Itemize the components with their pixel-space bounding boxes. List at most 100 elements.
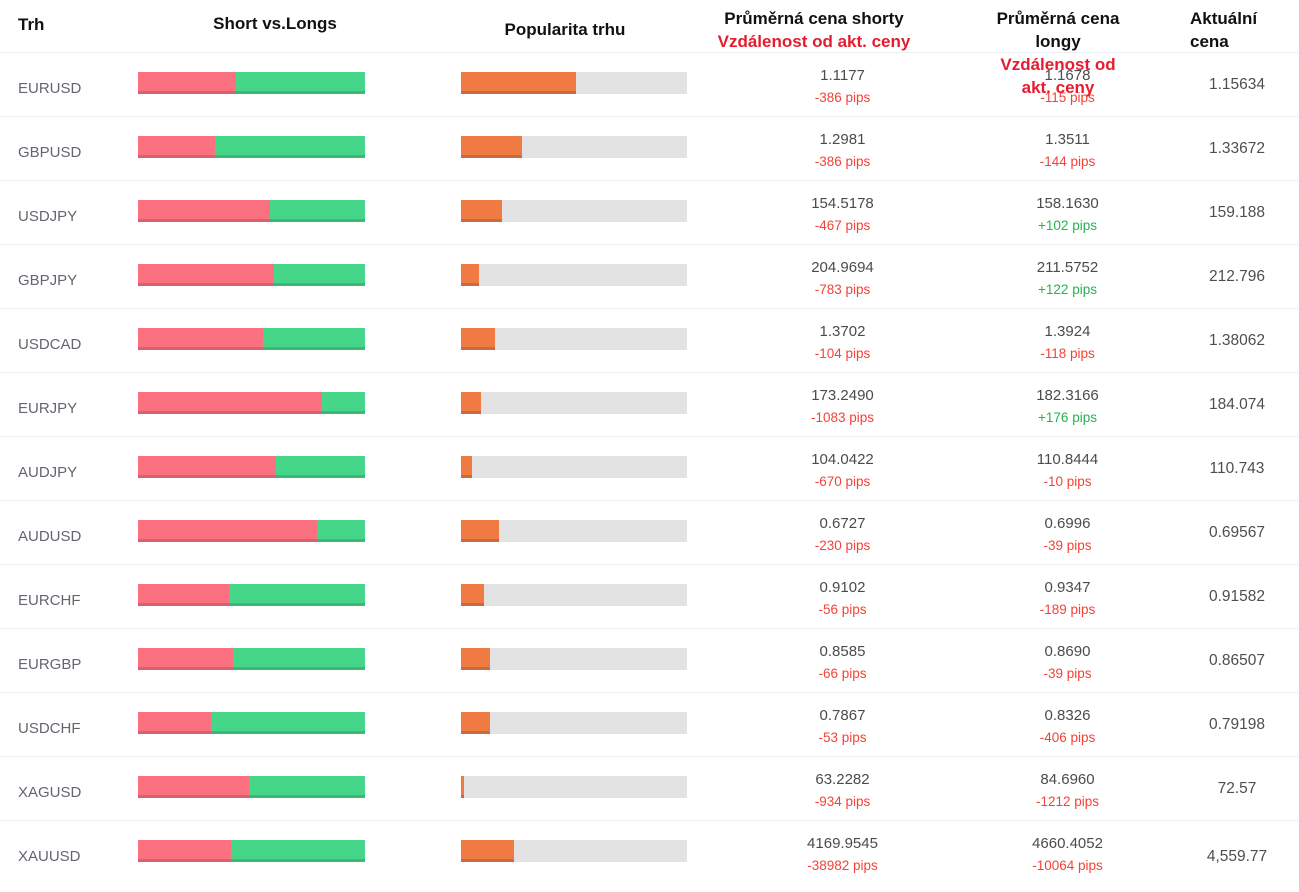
table-row: USDCHF 0.7867 -53 pips 0.8326 -406 pips … [0, 693, 1299, 757]
popularity-fill [461, 200, 502, 222]
short-vs-long-bar [138, 328, 365, 350]
popularity-fill [461, 648, 491, 670]
popularity-bar [461, 392, 687, 414]
market-label: EURGBP [18, 656, 82, 673]
column-header-popularity-label: Popularita trhu [504, 20, 626, 39]
popularity-fill [461, 456, 473, 478]
market-label: XAUUSD [18, 848, 81, 865]
current-price: 0.91582 [1208, 587, 1266, 605]
avg-short-price: 63.2282 [815, 771, 870, 788]
avg-short-price: 0.6727 [819, 515, 866, 532]
avg-long-distance: -115 pips [1040, 90, 1095, 105]
short-segment [138, 584, 229, 606]
avg-short-price: 0.9102 [819, 579, 866, 596]
avg-long-price: 84.6960 [1040, 771, 1095, 788]
short-vs-long-bar [138, 520, 365, 542]
avg-long-distance: -189 pips [1039, 602, 1096, 617]
short-segment [138, 840, 232, 862]
popularity-fill [461, 584, 484, 606]
table-row: GBPUSD 1.2981 -386 pips 1.3511 -144 pips… [0, 117, 1299, 181]
avg-long-distance: +122 pips [1038, 282, 1097, 297]
table-row: USDCAD 1.3702 -104 pips 1.3924 -118 pips… [0, 309, 1299, 373]
current-price: 1.33672 [1208, 139, 1266, 157]
avg-long-distance: -10064 pips [1032, 858, 1103, 873]
column-header-avg-long-distance-label: Vzdálenost od akt. ceny [1000, 55, 1116, 97]
popularity-fill [461, 136, 523, 158]
table-row: GBPJPY 204.9694 -783 pips 211.5752 +122 … [0, 245, 1299, 309]
current-price: 212.796 [1208, 267, 1266, 285]
avg-long-price: 211.5752 [1036, 259, 1099, 276]
avg-short-distance: -783 pips [814, 282, 871, 297]
avg-short-distance: -56 pips [818, 602, 867, 617]
current-price: 0.86507 [1208, 651, 1266, 669]
popularity-bar [461, 712, 687, 734]
popularity-bar [461, 520, 687, 542]
current-price: 110.743 [1209, 459, 1265, 477]
table-row: XAGUSD 63.2282 -934 pips 84.6960 -1212 p… [0, 757, 1299, 821]
long-segment [317, 520, 365, 542]
long-segment [262, 328, 365, 350]
table-body: EURUSD 1.1177 -386 pips 1.1678 -115 pips… [0, 53, 1299, 892]
table-row: EURUSD 1.1177 -386 pips 1.1678 -115 pips… [0, 53, 1299, 117]
column-header-short-vs-longs-label: Short vs.Longs [213, 14, 337, 33]
popularity-bar [461, 456, 687, 478]
current-price: 0.79198 [1208, 715, 1266, 733]
popularity-fill [461, 328, 495, 350]
avg-long-price: 0.6996 [1044, 515, 1091, 532]
short-segment [138, 136, 216, 158]
market-label: USDCAD [18, 336, 82, 353]
avg-long-distance: -118 pips [1040, 346, 1095, 361]
popularity-bar [461, 776, 687, 798]
popularity-bar [461, 328, 687, 350]
market-label: GBPJPY [18, 272, 78, 289]
column-header-short-vs-longs: Short vs.Longs [120, 0, 430, 99]
current-price: 72.57 [1217, 779, 1257, 797]
short-vs-long-bar [138, 136, 365, 158]
long-segment [228, 584, 365, 606]
popularity-fill [461, 520, 500, 542]
short-vs-long-bar [138, 584, 365, 606]
long-segment [231, 840, 365, 862]
popularity-bar [461, 840, 687, 862]
table-row: AUDJPY 104.0422 -670 pips 110.8444 -10 p… [0, 437, 1299, 501]
table-row: EURCHF 0.9102 -56 pips 0.9347 -189 pips … [0, 565, 1299, 629]
column-header-avg-long-price-label: Průměrná cena longy [996, 9, 1120, 51]
avg-short-distance: -38982 pips [807, 858, 878, 873]
avg-long-price: 0.8326 [1044, 707, 1091, 724]
current-price: 1.38062 [1208, 331, 1266, 349]
long-segment [235, 72, 365, 94]
market-label: EURUSD [18, 80, 82, 97]
avg-long-price: 0.9347 [1044, 579, 1091, 596]
short-segment [138, 328, 263, 350]
avg-long-price: 0.8690 [1044, 643, 1091, 660]
market-label: GBPUSD [18, 144, 82, 161]
long-segment [274, 264, 365, 286]
short-segment [138, 264, 275, 286]
avg-short-distance: -230 pips [814, 538, 871, 553]
short-vs-long-bar [138, 712, 365, 734]
avg-long-distance: -39 pips [1043, 666, 1092, 681]
short-vs-long-bar [138, 776, 365, 798]
long-segment [269, 200, 365, 222]
short-segment [138, 200, 270, 222]
short-vs-long-bar [138, 456, 365, 478]
popularity-bar [461, 648, 687, 670]
avg-short-distance: -104 pips [814, 346, 871, 361]
avg-long-distance: +176 pips [1038, 410, 1097, 425]
current-price: 4,559.77 [1206, 847, 1268, 865]
avg-long-price: 1.3924 [1044, 323, 1091, 340]
avg-short-distance: -386 pips [814, 90, 871, 105]
avg-short-price: 1.1177 [820, 67, 865, 84]
avg-long-price: 182.3166 [1036, 387, 1099, 404]
column-header-current-price: Aktuální cena [1150, 0, 1299, 99]
popularity-bar [461, 200, 687, 222]
short-vs-long-bar [138, 648, 365, 670]
avg-long-price: 158.1630 [1036, 195, 1099, 212]
column-header-current-price-label: Aktuální cena [1190, 9, 1258, 51]
short-vs-long-bar [138, 72, 365, 94]
table-row: EURGBP 0.8585 -66 pips 0.8690 -39 pips 0… [0, 629, 1299, 693]
popularity-fill [461, 392, 482, 414]
column-header-popularity: Popularita trhu [430, 0, 700, 99]
avg-short-distance: -670 pips [814, 474, 871, 489]
